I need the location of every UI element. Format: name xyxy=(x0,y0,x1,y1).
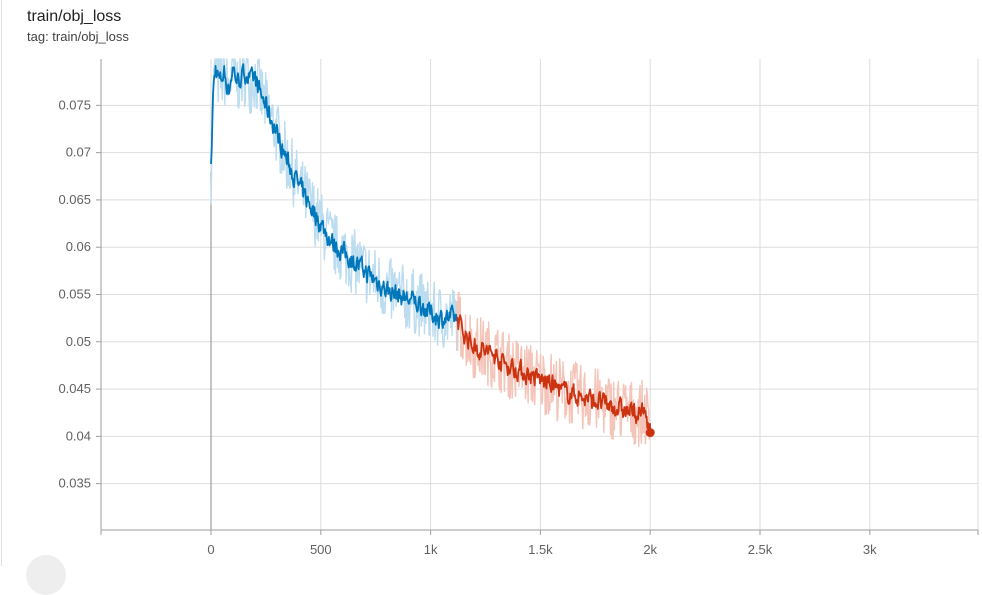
x-tick-label: 0 xyxy=(207,542,214,557)
axes xyxy=(96,59,979,535)
y-tick-label: 0.07 xyxy=(66,145,91,160)
y-tick-label: 0.06 xyxy=(66,239,91,254)
y-tick-label: 0.05 xyxy=(66,334,91,349)
loss-chart[interactable]: 0 500 1k 1.5k 2k 2.5k 3k 0.035 0.04 0.045 0.05 0.05… xyxy=(0,0,982,566)
series-2-line xyxy=(456,314,652,436)
chart-subtitle: tag: train/obj_loss xyxy=(27,29,129,44)
y-tick-label: 0.065 xyxy=(58,192,91,207)
grid xyxy=(101,59,979,530)
y-tick-label: 0.035 xyxy=(58,476,91,491)
y-tick-label: 0.04 xyxy=(66,428,91,443)
x-tick-label: 1k xyxy=(424,542,438,557)
x-tick-label: 1.5k xyxy=(528,542,553,557)
tick-labels: 0 500 1k 1.5k 2k 2.5k 3k 0.035 0.04 0.045 0.05 0.05… xyxy=(58,97,877,557)
x-tick-label: 2k xyxy=(643,542,657,557)
card-left-border xyxy=(1,0,2,566)
y-tick-label: 0.055 xyxy=(58,287,91,302)
fit-domain-button[interactable] xyxy=(26,555,66,595)
series-2-raw-line xyxy=(456,291,651,447)
x-tick-label: 3k xyxy=(863,542,877,557)
x-tick-label: 2.5k xyxy=(748,542,773,557)
smoothed-series xyxy=(210,63,655,438)
y-tick-label: 0.045 xyxy=(58,381,91,396)
series-1-line xyxy=(210,63,458,330)
chart-title: train/obj_loss xyxy=(27,8,122,25)
y-tick-label: 0.075 xyxy=(58,97,91,112)
x-tick-label: 500 xyxy=(310,542,332,557)
series-2-end-point xyxy=(645,428,655,438)
